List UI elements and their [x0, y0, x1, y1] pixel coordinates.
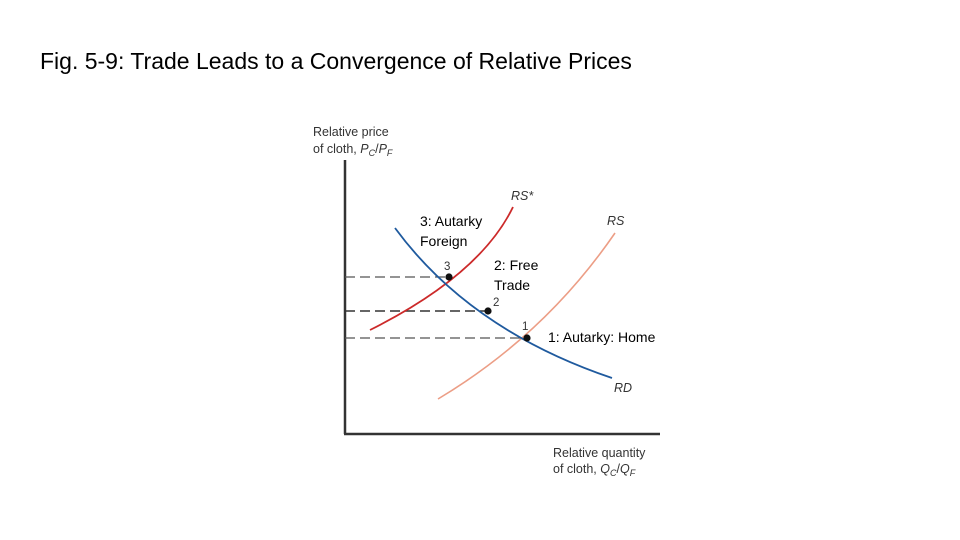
rs-curve: [437, 232, 616, 400]
rd-curve: [394, 227, 613, 379]
y-axis-label-line1: Relative price: [313, 125, 389, 139]
rs-star-label: RS*: [511, 189, 534, 203]
rs-label: RS: [607, 214, 625, 228]
callout-free-trade-line1: 2: Free: [494, 257, 539, 273]
point-3-label: 3: [444, 261, 450, 273]
rs-star-curve: [369, 206, 514, 331]
callout-autarky-foreign: 3: Autarky Foreign: [420, 211, 482, 251]
point-1-marker: [523, 334, 531, 342]
callout-autarky-home-text: 1: Autarky: Home: [548, 329, 656, 345]
callout-free-trade: 2: Free Trade: [494, 255, 538, 295]
y-axis-label-line2: of cloth, PC/PF: [313, 142, 393, 158]
point-3-marker: [445, 273, 453, 281]
point-1-label: 1: [522, 321, 528, 333]
callout-autarky-foreign-line2: Foreign: [420, 233, 468, 249]
slide-title: Fig. 5-9: Trade Leads to a Convergence o…: [40, 48, 632, 74]
x-axis-label-line1: Relative quantity: [553, 446, 646, 460]
point-2-marker: [484, 307, 492, 315]
x-axis-label-line2: of cloth, QC/QF: [553, 462, 636, 478]
callout-autarky-foreign-line1: 3: Autarky: [420, 213, 483, 229]
callout-autarky-home: 1: Autarky: Home: [548, 327, 655, 347]
callout-free-trade-line2: Trade: [494, 277, 531, 293]
point-2-label: 2: [493, 297, 499, 309]
rd-label: RD: [614, 381, 632, 395]
